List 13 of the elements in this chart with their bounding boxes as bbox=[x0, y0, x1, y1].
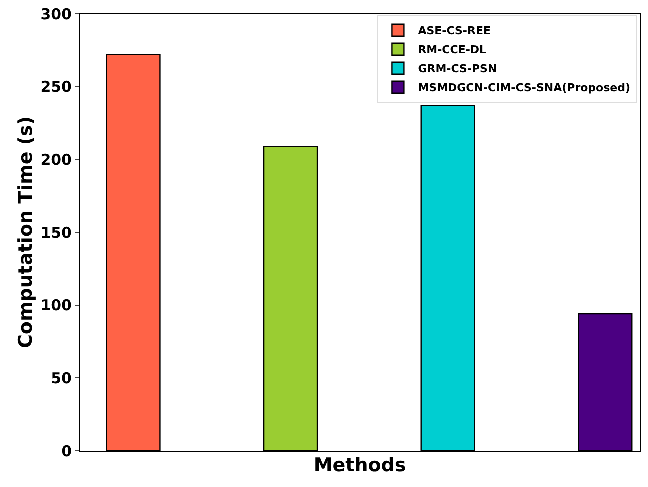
legend-label: MSMDGCN-CIM-CS-SNA(Proposed) bbox=[418, 82, 631, 95]
y-axis-title: Computation Time (s) bbox=[15, 116, 37, 349]
y-tick-label: 300 bbox=[40, 5, 72, 24]
legend-label: GRM-CS-PSN bbox=[418, 62, 498, 76]
y-tick-label: 100 bbox=[40, 296, 72, 315]
y-tick-label: 150 bbox=[40, 224, 72, 242]
y-tick-label: 200 bbox=[40, 150, 72, 169]
x-axis-title: Methods bbox=[314, 454, 406, 477]
y-tick-label: 0 bbox=[62, 442, 72, 460]
y-tick-label: 50 bbox=[51, 369, 72, 388]
legend-label: RM-CCE-DL bbox=[418, 44, 487, 57]
legend-label: ASE-CS-REE bbox=[418, 24, 491, 38]
y-tick-label: 250 bbox=[40, 78, 72, 96]
